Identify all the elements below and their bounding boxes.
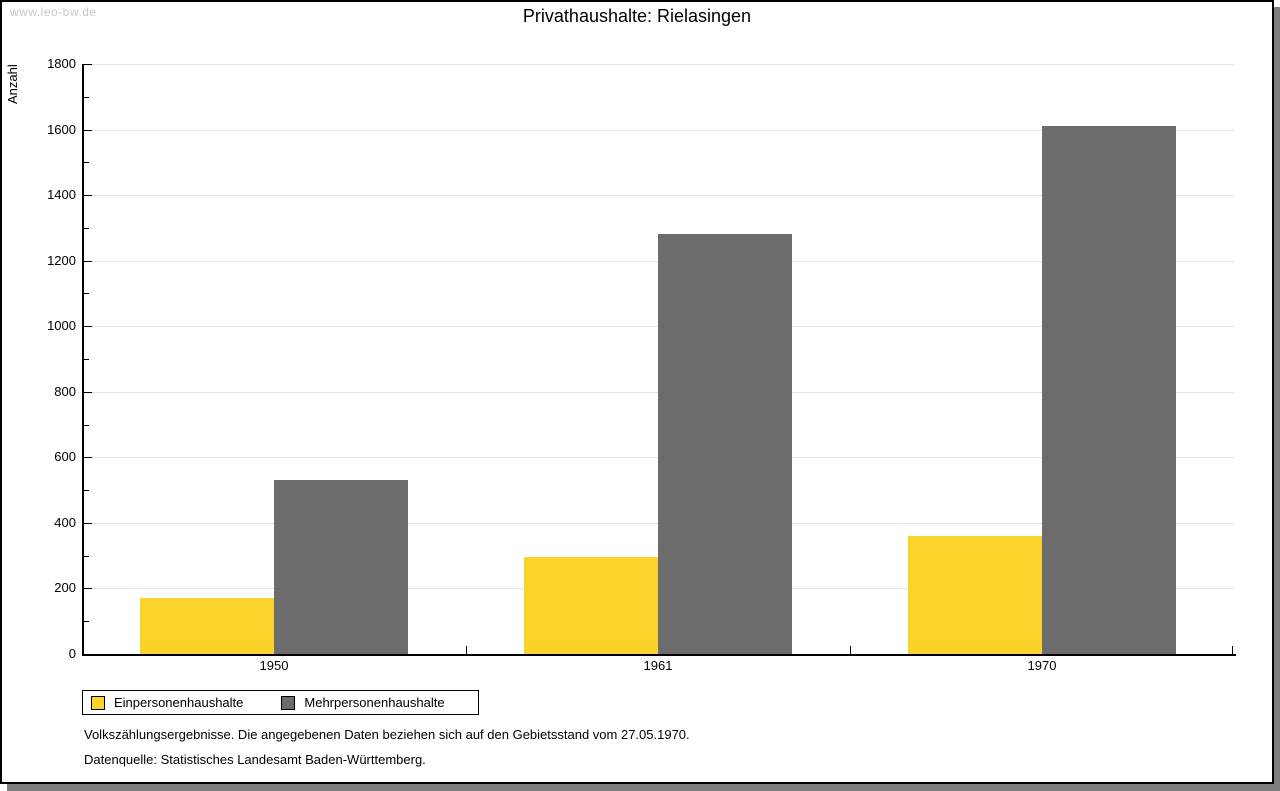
x-tick-label-1970: 1970 — [1027, 658, 1057, 673]
legend-item-einpersonenhaushalte: Einpersonenhaushalte — [91, 695, 243, 710]
y-major-tick — [84, 392, 92, 393]
legend-label: Einpersonenhaushalte — [114, 695, 244, 710]
footnote-source-note: Volkszählungsergebnisse. Die angegebenen… — [84, 727, 690, 742]
y-major-tick — [84, 588, 92, 589]
y-minor-tick — [84, 556, 89, 557]
y-minor-tick — [84, 359, 89, 360]
x-boundary-tick — [850, 646, 851, 654]
legend-swatch — [91, 695, 105, 710]
chart-title: Privathaushalte: Rielasingen — [522, 6, 752, 26]
gridline — [84, 64, 1234, 65]
y-major-tick — [84, 261, 92, 262]
y-minor-tick — [84, 228, 89, 229]
y-tick-label-1000: 1000 — [47, 318, 76, 333]
gridline — [84, 130, 1234, 131]
legend: Einpersonenhaushalte Mehrpersonenhaushalt… — [82, 690, 479, 715]
y-major-tick — [84, 64, 92, 65]
legend-swatch — [281, 695, 296, 710]
gridline — [84, 195, 1234, 196]
x-axis-line — [82, 654, 1236, 656]
y-minor-tick — [84, 425, 89, 426]
y-minor-tick — [84, 490, 89, 491]
legend-label: Mehrpersonenhaushalte — [304, 695, 445, 710]
y-tick-label-200: 200 — [54, 580, 76, 595]
y-major-tick — [84, 326, 92, 327]
bar-einpersonenhaushalte-1950 — [140, 598, 274, 654]
bar-mehrpersonenhaushalte-1961 — [658, 234, 792, 654]
y-major-tick — [84, 195, 92, 196]
y-tick-label-0: 0 — [68, 646, 76, 661]
y-major-tick — [84, 523, 92, 524]
bar-einpersonenhaushalte-1961 — [524, 557, 658, 654]
bar-mehrpersonenhaushalte-1950 — [274, 480, 408, 654]
y-minor-tick — [84, 621, 89, 622]
x-tick-label-1961: 1961 — [643, 658, 673, 673]
y-minor-tick — [84, 162, 89, 163]
y-axis-line — [82, 64, 84, 656]
y-axis-title: Anzahl — [5, 64, 20, 104]
y-minor-tick — [84, 97, 89, 98]
y-tick-label-600: 600 — [54, 449, 76, 464]
y-tick-label-1400: 1400 — [47, 187, 76, 202]
y-major-tick — [84, 457, 92, 458]
y-tick-label-400: 400 — [54, 515, 76, 530]
y-tick-label-1200: 1200 — [47, 253, 76, 268]
y-minor-tick — [84, 293, 89, 294]
legend-item-mehrpersonenhaushalte: Mehrpersonenhaushalte — [281, 695, 445, 710]
x-tick-label-1950: 1950 — [259, 658, 289, 673]
footnote-data-source: Datenquelle: Statistisches Landesamt Bad… — [84, 752, 426, 767]
y-major-tick — [84, 130, 92, 131]
bar-einpersonenhaushalte-1970 — [908, 536, 1042, 654]
x-boundary-tick — [466, 646, 467, 654]
watermark: www.leo-bw.de — [10, 5, 97, 19]
y-tick-label-1800: 1800 — [47, 56, 76, 71]
y-tick-label-800: 800 — [54, 384, 76, 399]
y-tick-label-1600: 1600 — [47, 122, 76, 137]
x-boundary-tick — [1232, 646, 1233, 654]
bar-mehrpersonenhaushalte-1970 — [1042, 126, 1176, 654]
